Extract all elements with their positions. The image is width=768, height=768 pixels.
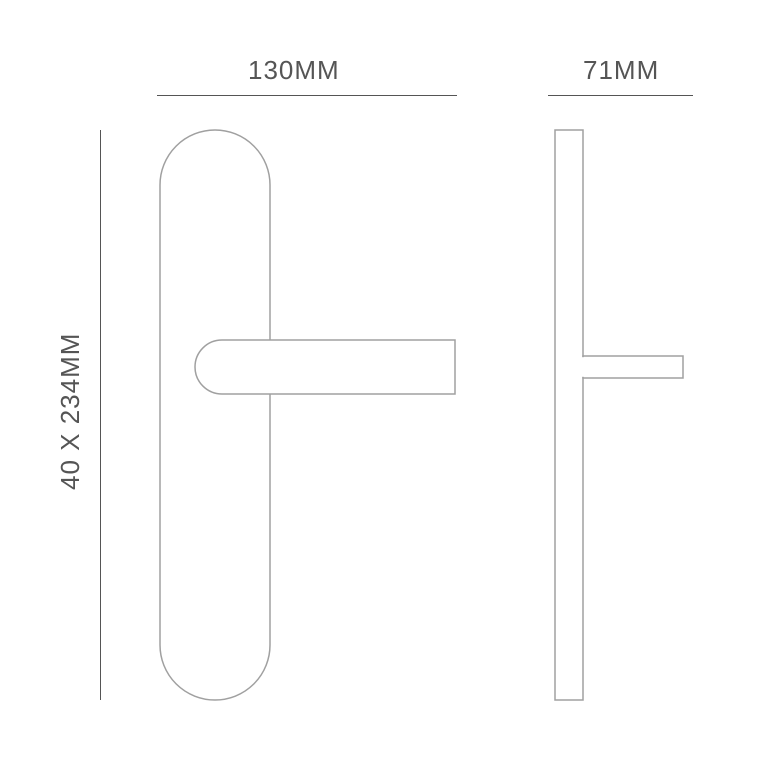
side-view-drawing bbox=[0, 0, 768, 768]
diagram-canvas: 130MM 71MM 40 X 234MM bbox=[0, 0, 768, 768]
